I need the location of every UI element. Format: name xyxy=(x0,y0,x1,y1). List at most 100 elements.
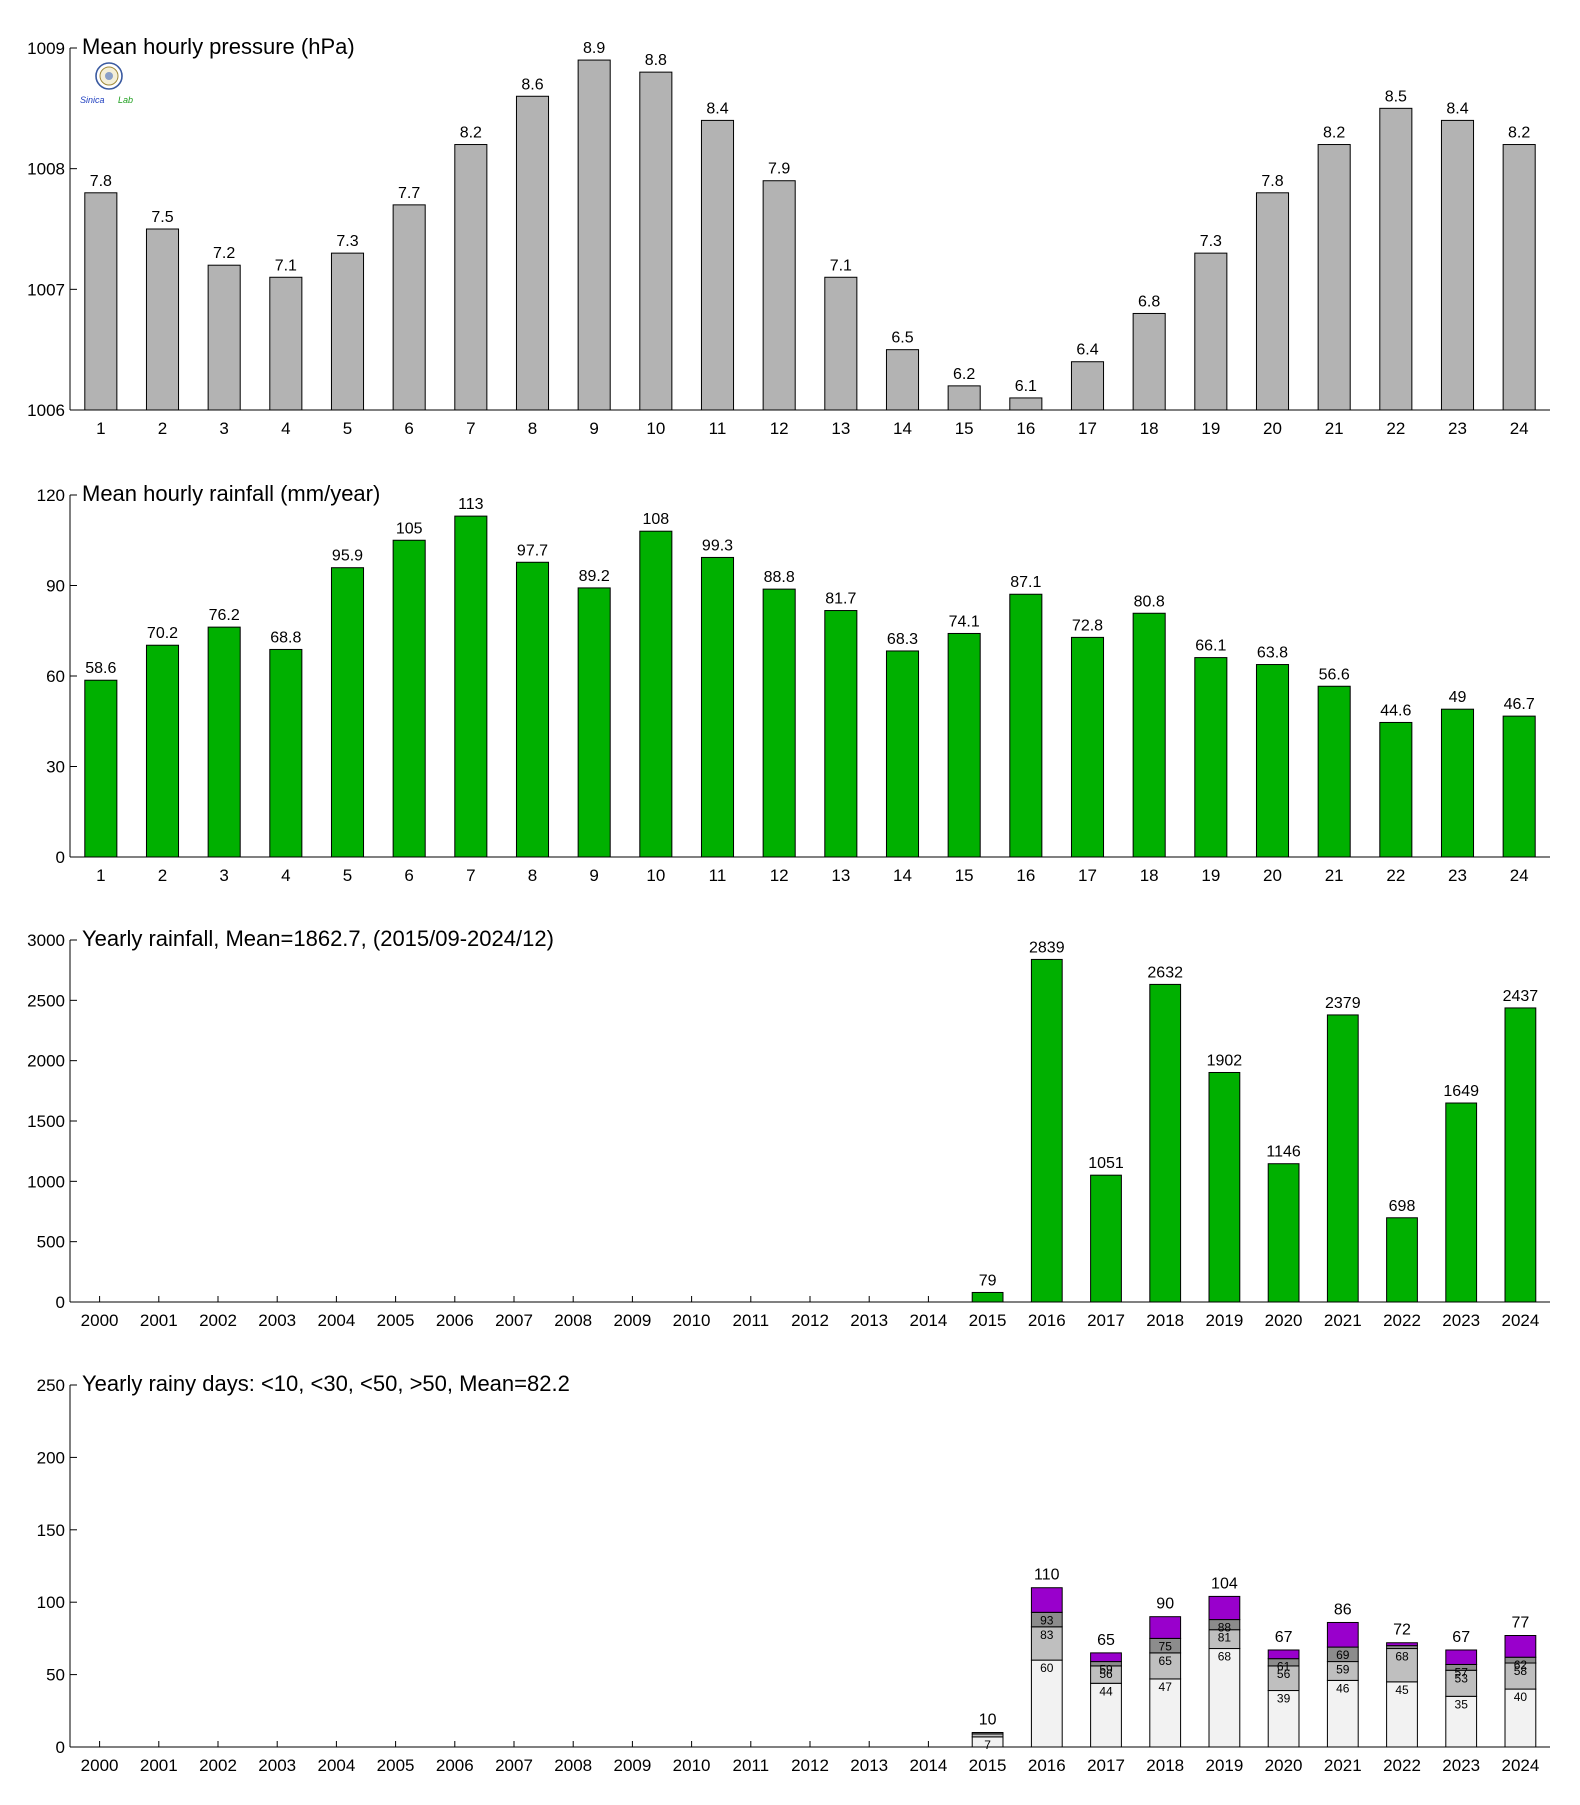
bar xyxy=(145,228,180,411)
bar xyxy=(392,539,426,858)
stacked-bar-segment xyxy=(1149,1616,1182,1639)
bar-value-label: 70.2 xyxy=(147,625,178,642)
bar-value-label: 7.7 xyxy=(398,185,420,202)
segment-value-label: 39 xyxy=(1277,1692,1291,1706)
segment-value-label: 35 xyxy=(1455,1697,1469,1711)
bar-value-label: 46.7 xyxy=(1504,696,1535,713)
bar-value-label: 89.2 xyxy=(579,568,610,585)
bar-value-label: 2437 xyxy=(1503,988,1539,1005)
stacked-bar-segment xyxy=(1504,1662,1537,1690)
x-tick-label: 2005 xyxy=(377,1756,415,1775)
y-tick-label: 60 xyxy=(46,667,65,686)
bar-total-label: 90 xyxy=(1156,1596,1174,1613)
x-tick-label: 2003 xyxy=(258,1311,296,1330)
bar xyxy=(269,648,303,858)
stacked-bar-segment xyxy=(1445,1695,1478,1748)
x-tick-label: 2023 xyxy=(1442,1311,1480,1330)
bar xyxy=(577,59,611,411)
x-tick-label: 15 xyxy=(955,866,974,885)
x-tick-label: 2024 xyxy=(1501,1311,1539,1330)
x-tick-label: 8 xyxy=(528,866,537,885)
x-tick-label: 2020 xyxy=(1265,1756,1303,1775)
x-tick-label: 6 xyxy=(404,866,413,885)
x-tick-label: 2024 xyxy=(1501,1756,1539,1775)
x-tick-label: 2002 xyxy=(199,1311,237,1330)
stacked-bar-segment xyxy=(1090,1652,1122,1663)
x-tick-label: 5 xyxy=(343,866,352,885)
x-tick-label: 2008 xyxy=(554,1311,592,1330)
bar xyxy=(1208,1071,1241,1303)
x-tick-label: 2022 xyxy=(1383,1311,1421,1330)
x-tick-label: 2000 xyxy=(81,1311,119,1330)
bar xyxy=(1009,397,1043,411)
stacked-bar-segment xyxy=(1267,1649,1300,1660)
segment-value-label: 56 xyxy=(1277,1667,1291,1681)
logo-word-1: Sinica xyxy=(80,95,105,105)
x-tick-label: 13 xyxy=(831,866,850,885)
bar-value-label: 97.7 xyxy=(517,542,548,559)
bar-value-label: 58.6 xyxy=(85,660,116,677)
segment-value-label: 60 xyxy=(1040,1661,1054,1675)
x-tick-label: 2014 xyxy=(909,1311,947,1330)
bar-value-label: 7.8 xyxy=(1261,173,1283,190)
bar xyxy=(1317,685,1351,858)
bar xyxy=(1255,192,1290,411)
segment-value-label: 40 xyxy=(1514,1690,1528,1704)
bar-value-label: 81.7 xyxy=(825,591,856,608)
x-tick-label: 2014 xyxy=(909,1756,947,1775)
bar-value-label: 105 xyxy=(396,520,423,537)
x-tick-label: 10 xyxy=(646,866,665,885)
x-tick-label: 2001 xyxy=(140,1756,178,1775)
segment-value-label: 47 xyxy=(1159,1680,1173,1694)
bar-value-label: 8.9 xyxy=(583,40,605,57)
bar xyxy=(515,561,550,858)
bar xyxy=(1194,252,1228,411)
bar xyxy=(1132,312,1166,411)
x-tick-label: 2002 xyxy=(199,1756,237,1775)
segment-value-label: 7 xyxy=(984,1738,991,1752)
x-tick-label: 2018 xyxy=(1146,1756,1184,1775)
x-tick-label: 16 xyxy=(1016,419,1035,438)
logo-word-2: Lab xyxy=(118,95,133,105)
x-tick-label: 8 xyxy=(528,419,537,438)
x-tick-label: 2007 xyxy=(495,1756,533,1775)
segment-value-label: 53 xyxy=(1455,1671,1469,1685)
bar xyxy=(1445,1102,1478,1303)
bar-value-label: 95.9 xyxy=(332,548,363,565)
x-tick-label: 2022 xyxy=(1383,1756,1421,1775)
bar-value-label: 698 xyxy=(1389,1198,1416,1215)
bar xyxy=(1379,107,1413,411)
x-tick-label: 2010 xyxy=(673,1756,711,1775)
x-tick-label: 2016 xyxy=(1028,1756,1066,1775)
x-tick-label: 6 xyxy=(404,419,413,438)
x-tick-label: 2013 xyxy=(850,1311,888,1330)
bar-total-label: 65 xyxy=(1097,1632,1115,1649)
bar-value-label: 1902 xyxy=(1207,1052,1243,1069)
bar xyxy=(1326,1014,1359,1303)
x-tick-label: 2020 xyxy=(1265,1311,1303,1330)
y-tick-label: 1009 xyxy=(27,39,65,58)
bar-value-label: 68.8 xyxy=(270,629,301,646)
segment-value-label: 45 xyxy=(1395,1683,1409,1697)
bar xyxy=(515,95,550,411)
bar xyxy=(1030,958,1063,1303)
stacked-bar-segment xyxy=(1090,1682,1122,1748)
bar-total-label: 77 xyxy=(1512,1615,1530,1632)
x-tick-label: 21 xyxy=(1325,419,1344,438)
bar xyxy=(1070,636,1105,858)
x-tick-label: 2009 xyxy=(613,1756,651,1775)
y-tick-label: 200 xyxy=(37,1448,65,1467)
bar xyxy=(1267,1163,1300,1303)
stacked-bar-segment xyxy=(1326,1621,1359,1648)
bar xyxy=(207,264,241,411)
bar-value-label: 8.8 xyxy=(645,52,667,69)
x-tick-label: 2007 xyxy=(495,1311,533,1330)
x-tick-label: 4 xyxy=(281,419,290,438)
bar xyxy=(1502,144,1536,411)
bar xyxy=(1255,664,1290,858)
bar-value-label: 1649 xyxy=(1443,1083,1479,1100)
x-tick-label: 14 xyxy=(893,866,912,885)
bar-total-label: 104 xyxy=(1211,1575,1238,1592)
